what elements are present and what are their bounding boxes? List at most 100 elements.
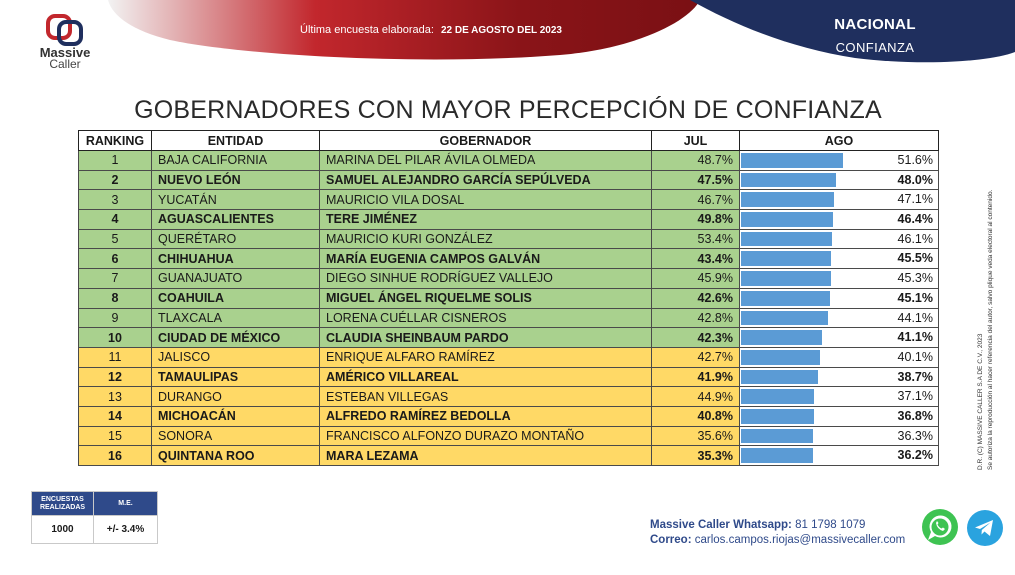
ago-value: 47.1% [897, 192, 933, 207]
cell-entidad: CIUDAD DE MÉXICO [151, 327, 320, 348]
ago-bar [741, 231, 833, 247]
table-row: 10 CIUDAD DE MÉXICO CLAUDIA SHEINBAUM PARD… [78, 327, 939, 348]
table-header-row: RANKING ENTIDAD GOBERNADOR JUL AGO [78, 130, 939, 151]
cell-jul: 46.7% [651, 189, 740, 211]
cell-ago: 36.8% [739, 405, 939, 427]
metric-label: CONFIANZA [835, 40, 915, 55]
cell-ranking: 2 [78, 169, 152, 191]
ago-value: 38.7% [897, 369, 933, 384]
cell-jul: 35.3% [651, 445, 740, 466]
table-row: 6 CHIHUAHUA MARÍA EUGENIA CAMPOS GALVÁN 43.… [78, 248, 939, 270]
cell-entidad: COAHUILA [151, 287, 320, 309]
cell-entidad: TAMAULIPAS [151, 366, 320, 388]
ago-bar [741, 448, 813, 463]
table-row: 11 JALISCO ENRIQUE ALFARO RAMÍREZ 42.7% 40.1… [78, 346, 939, 368]
whatsapp-icon[interactable] [920, 507, 960, 547]
cell-ago: 51.6% [739, 150, 939, 171]
red-swoosh [108, 0, 700, 60]
cell-gobernador: AMÉRICO VILLAREAL [319, 366, 652, 388]
ago-bar [741, 251, 832, 267]
ago-bar [741, 310, 829, 326]
cell-ranking: 9 [78, 307, 152, 329]
survey-date-value: 22 DE AGOSTO DEL 2023 [440, 25, 562, 36]
navy-swoosh [690, 0, 1015, 63]
cell-gobernador: MAURICIO VILA DOSAL [319, 189, 652, 211]
cell-gobernador: ENRIQUE ALFARO RAMÍREZ [319, 346, 652, 368]
ago-value: 51.6% [897, 153, 933, 167]
cell-ago: 40.1% [739, 346, 939, 368]
logo-mark-icon [46, 14, 83, 46]
ago-bar [741, 172, 837, 188]
ago-value: 40.1% [897, 349, 933, 364]
page-title: GOBERNADORES CON MAYOR PERCEPCIÓN DE CON… [134, 96, 882, 124]
cell-gobernador: CLAUDIA SHEINBAUM PARDO [319, 327, 652, 348]
cell-jul: 48.7% [651, 150, 740, 171]
cell-entidad: GUANAJUATO [151, 268, 320, 289]
cell-gobernador: MARA LEZAMA [319, 445, 652, 466]
table-row: 14 MICHOACÁN ALFREDO RAMÍREZ BEDOLLA 40.8% 3… [78, 405, 939, 427]
cell-gobernador: MARINA DEL PILAR ÁVILA OLMEDA [319, 150, 652, 171]
ago-bar [741, 290, 831, 306]
table-row: 12 TAMAULIPAS AMÉRICO VILLAREAL 41.9% 38.7% [78, 366, 939, 388]
cell-jul: 53.4% [651, 228, 740, 250]
ago-bar [741, 153, 844, 168]
whatsapp-number[interactable]: 81 1798 1079 [795, 519, 866, 531]
table-row: 13 DURANGO ESTEBAN VILLEGAS 44.9% 37.1% [78, 386, 939, 407]
cell-ranking: 10 [78, 327, 152, 348]
cell-ranking: 16 [78, 445, 152, 466]
cell-entidad: JALISCO [151, 346, 320, 368]
cell-ranking: 8 [78, 287, 152, 309]
cell-jul: 42.6% [651, 287, 740, 309]
ago-value: 45.3% [897, 271, 933, 286]
cell-ago: 45.5% [739, 248, 939, 270]
cell-gobernador: LORENA CUÉLLAR CISNEROS [319, 307, 652, 329]
me-label: M.E. [93, 491, 158, 516]
cell-ranking: 3 [78, 189, 152, 211]
logo-subname: Caller [49, 57, 81, 71]
cell-ago: 36.3% [739, 425, 939, 447]
cell-entidad: QUINTANA ROO [151, 445, 320, 466]
telegram-icon[interactable] [966, 509, 1004, 547]
cell-ranking: 6 [78, 248, 152, 270]
cell-jul: 35.6% [651, 425, 740, 447]
email-label: Correo: [650, 534, 692, 546]
copyright-note: D.R. (C) MASSIVE CALLER S.A DE C.V., 202… [960, 95, 1000, 475]
cell-gobernador: TERE JIMÉNEZ [319, 209, 652, 230]
cell-ago: 41.1% [739, 327, 939, 348]
cell-jul: 47.5% [651, 169, 740, 191]
cell-entidad: AGUASCALIENTES [151, 209, 320, 230]
scope-box: NACIONAL CONFIANZA [790, 16, 960, 55]
ago-bar [741, 408, 814, 424]
ago-bar [741, 271, 831, 286]
cell-ago: 46.1% [739, 228, 939, 250]
me-value: +/- 3.4% [93, 515, 158, 544]
ranking-table: RANKING ENTIDAD GOBERNADOR JUL AGO 1 BAJA… [78, 130, 939, 466]
ago-value: 46.1% [897, 231, 933, 246]
email-address[interactable]: carlos.campos.riojas@massivecaller.com [694, 534, 906, 546]
ago-bar [741, 369, 818, 385]
ranking-table-body: 1 BAJA CALIFORNIA MARINA DEL PILAR ÁVILA O… [78, 150, 939, 466]
table-row: 3 YUCATÁN MAURICIO VILA DOSAL 46.7% 47.1% [78, 189, 939, 211]
table-row: 7 GUANAJUATO DIEGO SINHUE RODRÍGUEZ VALLEJ… [78, 268, 939, 289]
cell-gobernador: SAMUEL ALEJANDRO GARCÍA SEPÚLVEDA [319, 169, 652, 191]
cell-ago: 44.1% [739, 307, 939, 329]
cell-ago: 48.0% [739, 169, 939, 191]
cell-gobernador: FRANCISCO ALFONZO DURAZO MONTAÑO [319, 425, 652, 447]
ago-value: 45.5% [897, 251, 933, 266]
col-header-ranking: RANKING [78, 130, 152, 151]
cell-entidad: DURANGO [151, 386, 320, 407]
cell-entidad: BAJA CALIFORNIA [151, 150, 320, 171]
col-header-gobernador: GOBERNADOR [319, 130, 652, 151]
table-row: 8 COAHUILA MIGUEL ÁNGEL RIQUELME SOLIS 42.6… [78, 287, 939, 309]
col-header-entidad: ENTIDAD [151, 130, 320, 151]
cell-gobernador: ALFREDO RAMÍREZ BEDOLLA [319, 405, 652, 427]
cell-ago: 36.2% [739, 445, 939, 466]
cell-jul: 42.3% [651, 327, 740, 348]
cell-ago: 38.7% [739, 366, 939, 388]
ago-value: 44.1% [897, 310, 933, 325]
ago-bar [741, 212, 833, 227]
header-banner [108, 0, 1015, 63]
massive-caller-logo: Massive Caller [30, 14, 100, 84]
cell-entidad: YUCATÁN [151, 189, 320, 211]
survey-date: Última encuesta elaborada: 22 DE AGOSTO … [300, 24, 562, 36]
